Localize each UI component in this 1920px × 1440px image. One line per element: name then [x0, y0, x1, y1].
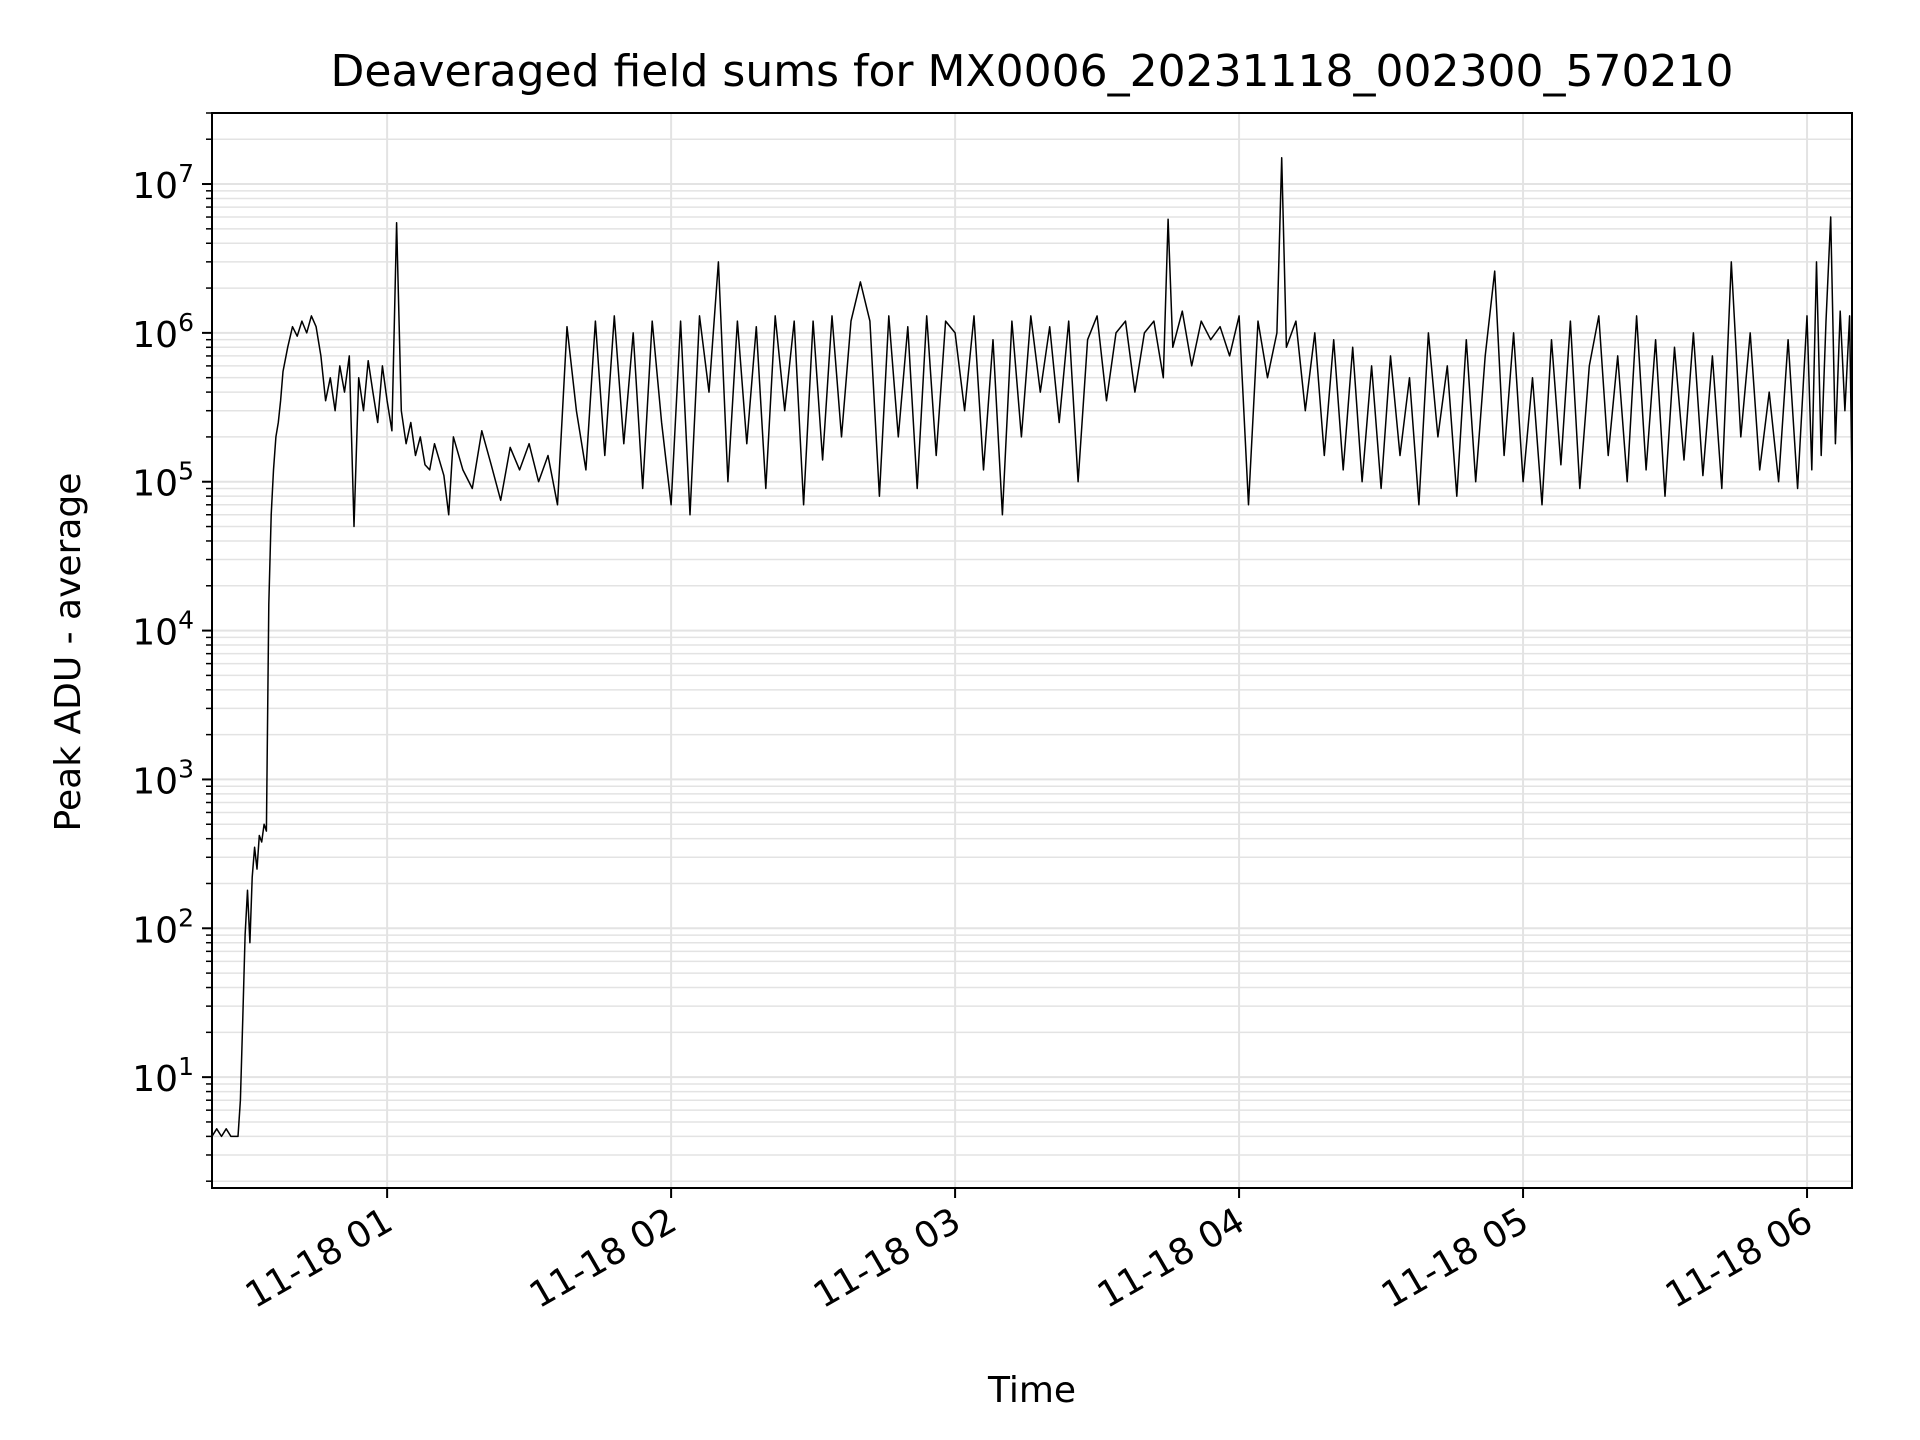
y-tick-base: 10: [132, 315, 178, 356]
y-tick-label: 105: [132, 457, 194, 505]
y-tick-label: 104: [132, 606, 194, 654]
y-tick-exponent: 6: [178, 308, 194, 337]
y-tick-base: 10: [132, 613, 178, 654]
y-tick-label: 103: [132, 754, 194, 802]
y-tick-exponent: 4: [178, 606, 194, 635]
y-axis-label: Peak ADU - average: [48, 473, 89, 832]
y-tick-label: 102: [132, 903, 194, 951]
series-layer: [211, 157, 1853, 1138]
y-tick-exponent: 1: [178, 1052, 194, 1081]
y-tick-exponent: 2: [178, 903, 194, 932]
y-tick-label: 107: [132, 159, 194, 207]
plot-frame: [211, 112, 1853, 1189]
y-tick-base: 10: [132, 910, 178, 951]
y-tick-label: 106: [132, 308, 194, 356]
series-line: [211, 157, 1853, 1138]
y-tick-exponent: 3: [178, 754, 194, 783]
y-tick-exponent: 7: [178, 159, 194, 188]
y-tick-label: 101: [132, 1052, 194, 1100]
x-axis-label: Time: [987, 1370, 1076, 1411]
y-tick-base: 10: [132, 464, 178, 505]
y-tick-base: 10: [132, 166, 178, 207]
chart-title: Deaveraged field sums for MX0006_2023111…: [331, 46, 1734, 97]
y-tick-base: 10: [132, 1059, 178, 1100]
grid-lines: [212, 112, 1852, 1188]
y-tick-base: 10: [132, 761, 178, 802]
y-tick-exponent: 5: [178, 457, 194, 486]
